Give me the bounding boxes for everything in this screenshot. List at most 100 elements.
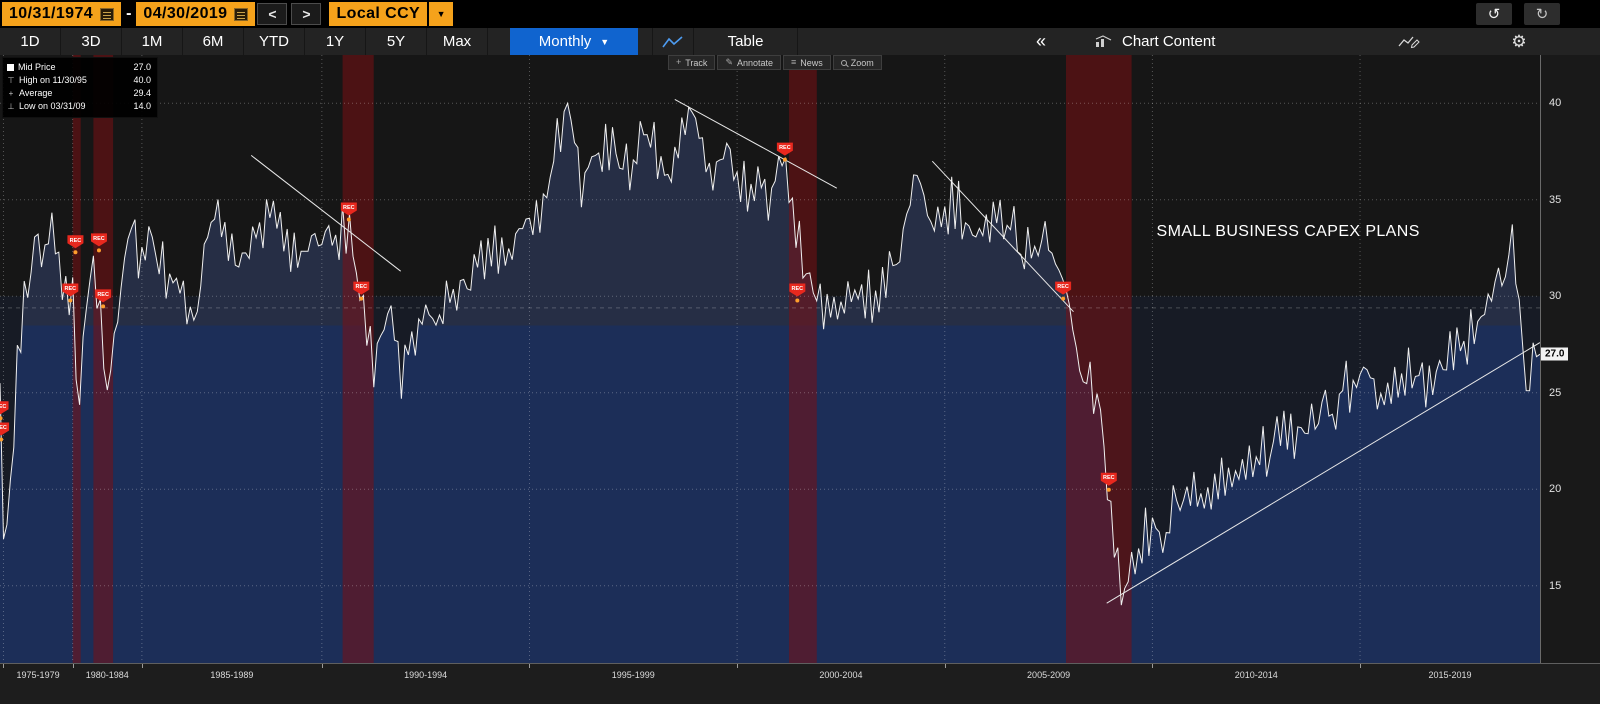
chart-mini-toolbar: + Track ✎ Annotate ≡ News Zoom bbox=[668, 55, 882, 70]
x-axis-tick bbox=[321, 664, 323, 668]
x-axis-label: 1975-1979 bbox=[16, 670, 60, 680]
y-axis: 27.0 15 20 25 30 35 40 bbox=[1540, 55, 1600, 663]
x-axis-label: 1980-1984 bbox=[85, 670, 129, 680]
x-axis-label: 2000-2004 bbox=[819, 670, 863, 680]
start-date-field[interactable]: 10/31/1974 bbox=[2, 2, 122, 26]
end-date-value: 04/30/2019 bbox=[143, 5, 228, 22]
rec-marker: REC bbox=[67, 235, 84, 249]
legend-row-mid-price: Mid Price 27.0 bbox=[7, 61, 151, 74]
chart-region[interactable]: REC REC REC REC REC REC REC REC REC REC REC REC SMA… bbox=[0, 55, 1600, 663]
recession-band bbox=[789, 55, 817, 663]
legend-label: High on 11/30/95 bbox=[19, 75, 87, 85]
track-label: Track bbox=[685, 57, 708, 68]
news-button[interactable]: ≡ News bbox=[783, 55, 831, 70]
x-axis-label: 2015-2019 bbox=[1428, 670, 1472, 680]
prev-period-button[interactable]: < bbox=[257, 3, 288, 25]
y-axis-label: 40 bbox=[1549, 97, 1562, 110]
chart-content-button[interactable]: Chart Content bbox=[1095, 33, 1320, 50]
chart-content-label: Chart Content bbox=[1122, 33, 1216, 50]
svg-text:REC: REC bbox=[792, 286, 804, 292]
recession-dot bbox=[0, 416, 3, 421]
zoom-label: Zoom bbox=[850, 57, 874, 68]
x-axis-label: 1985-1989 bbox=[210, 670, 254, 680]
area-fill bbox=[0, 103, 1540, 663]
average-marker-icon: + bbox=[8, 89, 14, 98]
annotate-label: Annotate bbox=[736, 57, 774, 68]
recession-band bbox=[342, 55, 374, 663]
y-axis-label: 35 bbox=[1549, 193, 1562, 206]
currency-dropdown-icon[interactable]: ▼ bbox=[429, 2, 454, 26]
toolbar-right-group: « Chart Content ⚙ bbox=[1021, 28, 1600, 55]
tab-max[interactable]: Max bbox=[427, 28, 488, 55]
x-axis-tick bbox=[737, 664, 739, 668]
undo-icon[interactable]: ↺ bbox=[1476, 3, 1512, 25]
recession-dot bbox=[101, 304, 106, 309]
tab-6m[interactable]: 6M bbox=[183, 28, 244, 55]
x-axis-tick bbox=[3, 664, 5, 668]
recession-dot bbox=[346, 217, 351, 222]
tab-1m[interactable]: 1M bbox=[122, 28, 183, 55]
tab-1d[interactable]: 1D bbox=[0, 28, 61, 55]
chart-content-icon bbox=[1095, 35, 1112, 47]
chevron-down-icon: ▼ bbox=[600, 36, 610, 47]
svg-text:REC: REC bbox=[0, 404, 6, 410]
date-range-separator: - bbox=[126, 5, 132, 22]
x-axis-tick bbox=[1360, 664, 1362, 668]
end-date-field[interactable]: 04/30/2019 bbox=[136, 2, 256, 26]
y-axis-label: 20 bbox=[1549, 483, 1562, 496]
last-price-chip: 27.0 bbox=[1541, 347, 1569, 361]
svg-text:REC: REC bbox=[93, 236, 105, 242]
currency-value: Local CCY bbox=[336, 5, 421, 22]
collapse-panel-icon[interactable]: « bbox=[1035, 31, 1046, 51]
svg-text:REC: REC bbox=[65, 286, 77, 292]
y-axis-label: 15 bbox=[1549, 579, 1562, 592]
low-marker-icon: ⊥ bbox=[7, 102, 15, 111]
tab-ytd[interactable]: YTD bbox=[244, 28, 305, 55]
price-chart[interactable]: REC REC REC REC REC REC REC REC REC REC REC REC bbox=[0, 55, 1540, 663]
tab-table[interactable]: Table bbox=[694, 28, 798, 55]
x-axis-tick bbox=[141, 664, 143, 668]
rec-marker: REC bbox=[62, 283, 79, 297]
frequency-value: Monthly bbox=[538, 33, 592, 50]
svg-text:REC: REC bbox=[70, 238, 82, 244]
x-axis-label: 2010-2014 bbox=[1234, 670, 1278, 680]
frequency-dropdown[interactable]: Monthly ▼ bbox=[510, 28, 638, 55]
trend-line[interactable] bbox=[674, 98, 838, 189]
legend-label: Mid Price bbox=[18, 62, 56, 72]
tab-5y[interactable]: 5Y bbox=[366, 28, 427, 55]
gear-icon[interactable]: ⚙ bbox=[1511, 31, 1527, 51]
calendar-icon[interactable] bbox=[100, 7, 115, 21]
track-button[interactable]: + Track bbox=[668, 55, 716, 70]
tab-1y[interactable]: 1Y bbox=[305, 28, 366, 55]
date-range-bar: 10/31/1974 - 04/30/2019 < > Local CCY ▼ … bbox=[0, 0, 1600, 28]
x-axis-tick bbox=[72, 664, 74, 668]
legend-value: 14.0 bbox=[133, 101, 151, 111]
tab-3d[interactable]: 3D bbox=[61, 28, 122, 55]
x-axis: 1975-1979 1980-1984 1985-1989 1990-1994 1995… bbox=[0, 663, 1600, 704]
legend-value: 29.4 bbox=[133, 88, 151, 98]
trend-line[interactable] bbox=[250, 155, 402, 272]
annotate-button[interactable]: ✎ Annotate bbox=[717, 55, 782, 70]
chart-title: SMALL BUSINESS CAPEX PLANS bbox=[1156, 222, 1420, 240]
x-axis-tick bbox=[1152, 664, 1154, 668]
chart-toolbar: 1D 3D 1M 6M YTD 1Y 5Y Max Monthly ▼ Tabl… bbox=[0, 28, 1600, 55]
y-axis-label: 25 bbox=[1549, 386, 1562, 399]
trend-line[interactable] bbox=[1106, 342, 1540, 604]
legend-value: 40.0 bbox=[133, 75, 151, 85]
recession-dot bbox=[782, 157, 787, 162]
price-line bbox=[0, 101, 1540, 606]
x-axis-label: 1995-1999 bbox=[611, 670, 655, 680]
line-chart-icon bbox=[662, 35, 683, 47]
calendar-icon[interactable] bbox=[234, 7, 249, 21]
recession-band bbox=[1066, 55, 1132, 663]
x-axis-tick bbox=[529, 664, 531, 668]
line-chart-type-button[interactable] bbox=[652, 28, 694, 55]
svg-text:REC: REC bbox=[355, 284, 367, 290]
y-axis-label: 30 bbox=[1549, 290, 1562, 303]
legend-label: Low on 03/31/09 bbox=[19, 101, 86, 111]
currency-field[interactable]: Local CCY bbox=[329, 2, 428, 26]
chart-edit-button[interactable] bbox=[1398, 34, 1420, 49]
zoom-button[interactable]: Zoom bbox=[832, 55, 882, 70]
next-period-button[interactable]: > bbox=[291, 3, 322, 25]
redo-icon[interactable]: ↻ bbox=[1524, 3, 1560, 25]
